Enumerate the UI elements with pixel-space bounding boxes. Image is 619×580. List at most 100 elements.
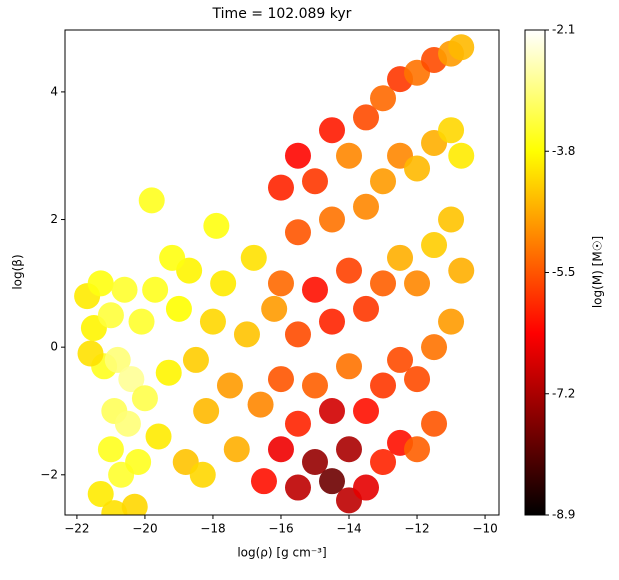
point <box>125 449 152 476</box>
point <box>77 340 104 367</box>
point <box>370 85 397 112</box>
point <box>199 308 226 335</box>
point <box>121 493 148 515</box>
point <box>145 423 172 450</box>
point <box>336 436 363 463</box>
point <box>114 410 141 437</box>
point <box>404 366 431 393</box>
y-tick-label: 2 <box>50 212 58 226</box>
point <box>233 321 260 348</box>
x-tick-label: −20 <box>132 522 157 536</box>
point <box>210 270 237 297</box>
point <box>318 397 345 424</box>
point <box>261 295 288 322</box>
point <box>353 397 380 424</box>
point <box>97 436 124 463</box>
point <box>301 276 328 303</box>
point <box>301 449 328 476</box>
point <box>101 500 128 515</box>
colorbar-tick-label: -8.9 <box>552 508 575 522</box>
point <box>387 346 414 373</box>
point <box>421 334 448 361</box>
point <box>216 372 243 399</box>
point <box>404 436 431 463</box>
point <box>203 212 230 239</box>
point <box>159 244 186 271</box>
point <box>250 468 277 495</box>
point <box>284 410 311 437</box>
point <box>182 346 209 373</box>
point <box>267 366 294 393</box>
x-tick-label: −12 <box>404 522 429 536</box>
point <box>318 117 345 144</box>
point <box>301 168 328 195</box>
point <box>267 436 294 463</box>
point <box>284 321 311 348</box>
point <box>353 295 380 322</box>
point <box>267 270 294 297</box>
point <box>284 142 311 169</box>
points <box>74 34 475 515</box>
point <box>240 244 267 271</box>
point <box>111 276 138 303</box>
point <box>284 219 311 246</box>
point <box>189 461 216 488</box>
x-axis-label: log(ρ) [g cm⁻³] <box>237 546 326 560</box>
point <box>223 436 250 463</box>
point <box>318 308 345 335</box>
point <box>438 206 465 233</box>
point <box>353 193 380 220</box>
point <box>318 468 345 495</box>
point <box>87 270 114 297</box>
plot-frame <box>64 29 500 516</box>
point <box>353 474 380 501</box>
colorbar-tick-label: -5.5 <box>552 265 575 279</box>
point <box>370 449 397 476</box>
point <box>165 295 192 322</box>
y-axis-label: log(β) <box>11 254 25 289</box>
point <box>128 308 155 335</box>
point <box>138 187 165 214</box>
point <box>387 244 414 271</box>
x-tick-label: −10 <box>472 522 497 536</box>
point <box>104 346 131 373</box>
y-tick-label: −2 <box>40 467 58 481</box>
point <box>284 474 311 501</box>
x-tick-label: −22 <box>64 522 89 536</box>
point <box>448 257 475 284</box>
point <box>448 34 475 61</box>
point <box>97 302 124 329</box>
colorbar <box>524 29 546 516</box>
x-tick-label: −18 <box>200 522 225 536</box>
point <box>301 372 328 399</box>
point <box>438 117 465 144</box>
x-tick-label: −16 <box>268 522 293 536</box>
y-tick-label: 0 <box>50 340 58 354</box>
point <box>404 270 431 297</box>
colorbar-tick-label: -7.2 <box>552 386 575 400</box>
point <box>193 397 220 424</box>
colorbar-label: log(M) [M☉] <box>591 236 605 308</box>
point <box>421 232 448 259</box>
point <box>155 359 182 386</box>
chart-title: Time = 102.089 kyr <box>212 6 352 22</box>
point <box>131 385 158 412</box>
point <box>142 276 169 303</box>
point <box>336 353 363 380</box>
point <box>353 104 380 131</box>
y-tick-label: 4 <box>50 84 58 98</box>
point <box>370 372 397 399</box>
point <box>336 257 363 284</box>
point <box>370 168 397 195</box>
x-tick-label: −14 <box>336 522 361 536</box>
point <box>267 174 294 201</box>
point <box>438 308 465 335</box>
colorbar-tick-label: -3.8 <box>552 144 575 158</box>
point <box>87 480 114 507</box>
point <box>421 410 448 437</box>
point <box>118 366 145 393</box>
point <box>336 142 363 169</box>
point <box>247 391 274 418</box>
point <box>370 270 397 297</box>
